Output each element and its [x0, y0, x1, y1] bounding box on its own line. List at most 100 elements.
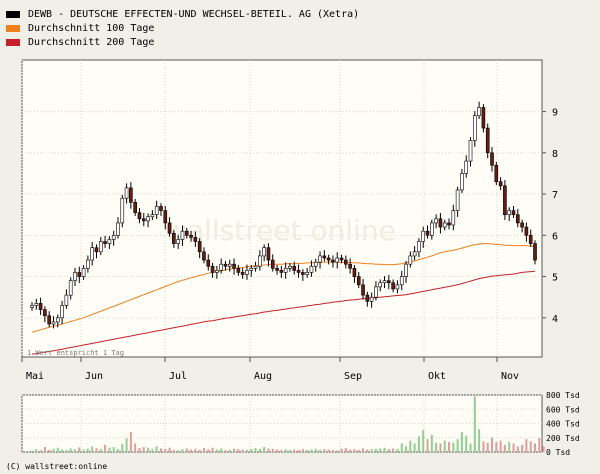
volume-bar	[61, 449, 64, 452]
legend-swatch-ma100	[6, 24, 20, 32]
candle	[279, 265, 284, 278]
candle	[232, 258, 236, 275]
volume-bar	[301, 449, 304, 452]
volume-bar	[387, 449, 390, 452]
volume-plot-area	[21, 394, 543, 453]
volume-bar	[164, 448, 167, 452]
candle	[219, 258, 223, 274]
candle	[288, 262, 292, 272]
candle	[245, 264, 249, 280]
legend-swatch-ma200	[6, 38, 20, 46]
volume-bar	[297, 449, 300, 452]
candle	[485, 123, 490, 159]
candle	[77, 266, 82, 283]
candle	[184, 227, 189, 239]
candle	[460, 168, 464, 194]
volume-bar	[448, 442, 451, 452]
volume-bar	[215, 449, 218, 452]
candle	[60, 300, 64, 325]
volume-bar	[426, 439, 429, 452]
legend-item-ma100: Durchschnitt 100 Tage	[6, 21, 359, 35]
candle	[438, 213, 443, 234]
volume-bar	[73, 449, 76, 452]
candle	[395, 280, 400, 294]
candle	[172, 229, 176, 248]
candle	[111, 230, 116, 246]
candle	[227, 259, 232, 272]
candle	[468, 137, 473, 167]
volume-bar	[43, 447, 46, 452]
candle	[73, 267, 77, 287]
volume-bar	[456, 439, 459, 452]
candle	[159, 203, 163, 216]
price-y-axis: 4 5 6 7 8 9	[542, 108, 558, 325]
price-tick-label: 6	[552, 231, 558, 242]
volume-bar	[271, 448, 274, 452]
candle	[68, 277, 73, 300]
volume-bar	[439, 443, 442, 452]
volume-bars	[31, 396, 545, 452]
candle	[129, 182, 133, 209]
candle	[296, 264, 301, 278]
volume-bar	[400, 443, 403, 452]
candle	[47, 311, 52, 328]
volume-bar	[91, 446, 94, 452]
candle	[378, 279, 383, 292]
candle	[344, 255, 348, 269]
candle	[503, 180, 507, 221]
time-tick-label: Sep	[344, 371, 362, 382]
candle	[524, 222, 529, 242]
volume-bar	[134, 443, 137, 452]
candle	[64, 289, 69, 309]
candle	[442, 219, 447, 231]
candle	[365, 291, 370, 307]
legend-item-ma200: Durchschnitt 200 Tage	[6, 35, 359, 49]
candle	[116, 217, 120, 239]
volume-bar	[495, 442, 498, 452]
candle	[481, 104, 486, 133]
candle	[150, 210, 155, 221]
candle	[141, 213, 146, 227]
candle	[447, 218, 451, 230]
candle	[348, 258, 352, 274]
candle	[425, 225, 430, 239]
candle	[494, 161, 499, 185]
volume-bar	[228, 449, 231, 452]
volume-bar	[155, 446, 158, 452]
candle	[163, 206, 168, 230]
volume-tick-label: 600 Tsd	[546, 405, 580, 414]
candle	[120, 194, 125, 228]
volume-bar	[521, 444, 524, 452]
volume-bar	[323, 449, 326, 452]
volume-bar	[512, 443, 515, 452]
volume-bar	[319, 449, 322, 452]
candle	[103, 235, 107, 248]
volume-bar	[181, 449, 184, 452]
price-plot-area	[21, 59, 543, 358]
candles	[30, 101, 537, 329]
volume-bar	[125, 438, 128, 452]
price-tick-label: 5	[552, 273, 558, 284]
candle	[533, 240, 537, 265]
volume-bar	[499, 440, 502, 452]
volume-bar	[112, 447, 115, 452]
volume-bar	[327, 449, 330, 452]
volume-bar	[409, 440, 412, 452]
legend: DEWB - DEUTSCHE EFFECTEN-UND WECHSEL-BET…	[6, 7, 359, 49]
candle	[430, 219, 434, 240]
candle	[498, 177, 503, 191]
candle	[189, 230, 193, 242]
volume-bar	[503, 444, 506, 452]
volume-bar	[198, 449, 201, 452]
candle	[507, 207, 512, 222]
candle	[322, 250, 327, 262]
candle	[339, 254, 344, 264]
volume-bar	[486, 442, 489, 452]
volume-bar	[293, 449, 296, 452]
volume-bar	[104, 444, 107, 452]
volume-bar	[460, 432, 463, 452]
volume-bar	[280, 449, 283, 452]
volume-bar	[405, 446, 408, 452]
volume-bar	[35, 449, 38, 452]
